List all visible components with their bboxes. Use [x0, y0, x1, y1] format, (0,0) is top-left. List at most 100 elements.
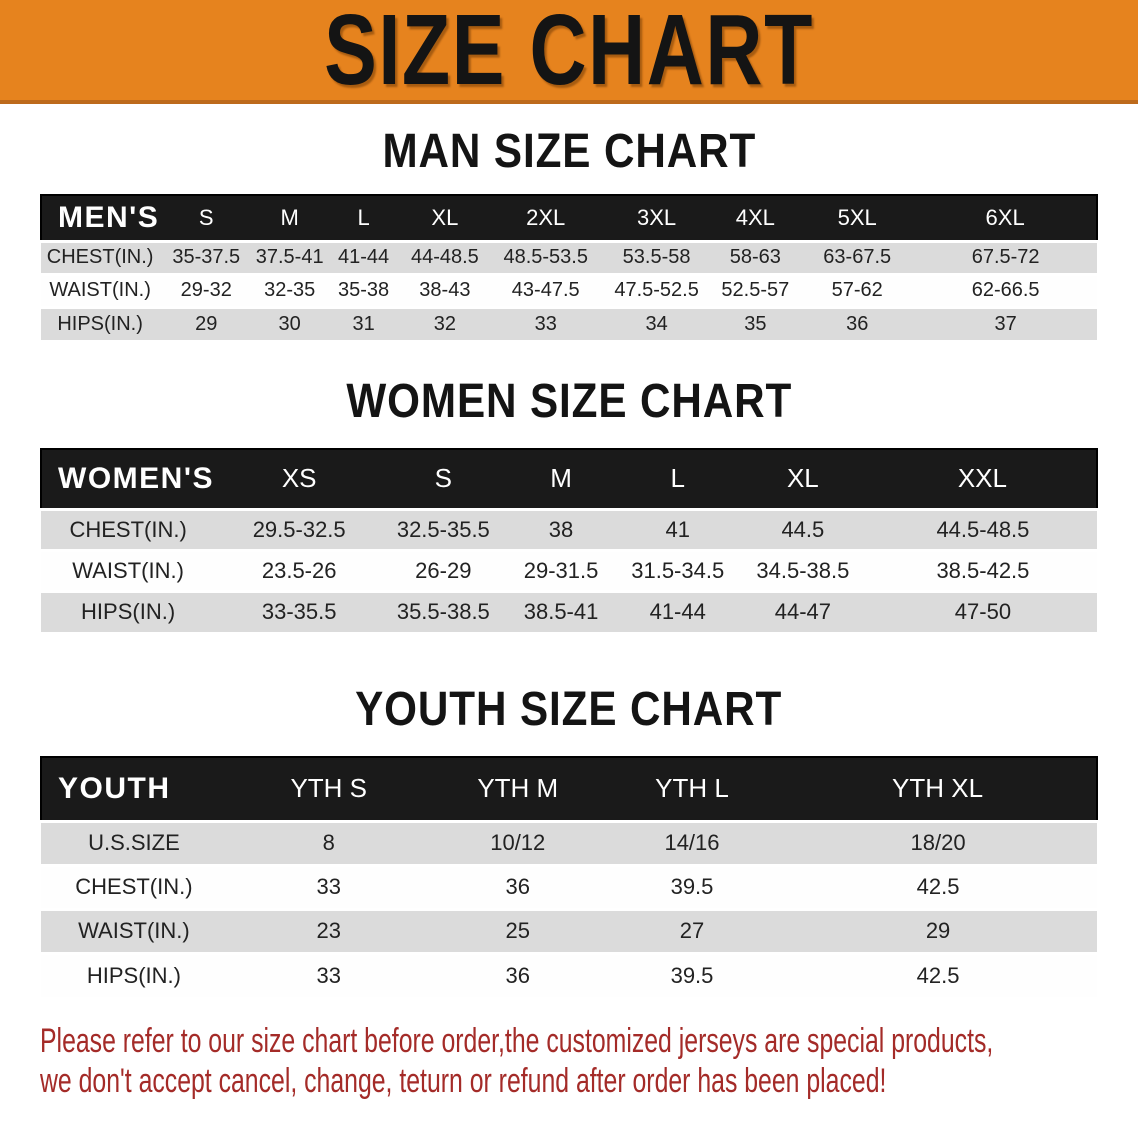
size-value-cell: 47-50 [954, 599, 1012, 625]
size-value-cell: 31.5-34.5 [631, 557, 725, 583]
size-value-cell: 35-38 [338, 279, 390, 301]
size-value-cell: 42.5 [916, 962, 960, 988]
table-header-row: MEN'S S M L XL 2XL 3XL 4XL 5XL 6XL [39, 194, 1098, 242]
size-value-cell: 35 [744, 312, 767, 335]
size-value-cell: 36 [846, 312, 869, 335]
size-value-cell: 18/20 [910, 830, 966, 855]
table-row: HIPS(IN.) 29 30 31 32 33 34 35 36 37 [41, 307, 1097, 340]
women-size-table: WOMEN'S XS S M L XL XXL CHEST(IN.) 29.5-32.5 32.… [39, 448, 1099, 632]
men-size-table: MEN'S S M L XL 2XL 3XL 4XL 5XL 6XL CHEST(IN.) 35-3… [39, 194, 1098, 340]
row-label: CHEST(IN.) [69, 516, 187, 542]
youth-size-section: YOUTH SIZE CHART YOUTH YTH S YTH M YTH L YTH… [0, 684, 1138, 997]
size-header-cell: 6XL [914, 194, 1098, 242]
size-value-cell: 30 [278, 312, 301, 335]
size-value-cell: 44.5 [781, 516, 825, 542]
size-value-cell: 23 [316, 918, 341, 943]
row-label: HIPS(IN.) [57, 312, 143, 335]
table-title-cell: YOUTH [40, 756, 227, 822]
size-value-cell: 32.5-35.5 [396, 516, 490, 542]
size-value-cell: 32-35 [264, 279, 316, 301]
size-header-cell: 5XL [800, 194, 915, 242]
size-header-cell: XL [736, 448, 869, 510]
size-value-cell: 26-29 [415, 557, 472, 583]
size-header-cell: YTH XL [779, 756, 1098, 822]
size-value-cell: 41 [665, 516, 690, 542]
size-header-cell: 4XL [710, 194, 801, 242]
table-row: WAIST(IN.) 23 25 27 29 [41, 909, 1097, 953]
size-value-cell: 33 [534, 312, 557, 335]
size-header-cell: YTH S [226, 756, 431, 822]
youth-section-heading-text: YOUTH SIZE CHART [355, 683, 783, 736]
size-header-cell: S [383, 448, 504, 510]
size-value-cell: 41-44 [338, 246, 390, 268]
size-value-cell: 37 [994, 312, 1017, 335]
size-value-cell: 10/12 [490, 830, 546, 855]
table-row: HIPS(IN.) 33 36 39.5 42.5 [41, 953, 1097, 997]
size-value-cell: 42.5 [916, 874, 960, 899]
size-value-cell: 38.5-42.5 [936, 557, 1030, 583]
table-row: CHEST(IN.) 35-37.5 37.5-41 41-44 44-48.5 48.5… [41, 241, 1097, 274]
note-line-2: we don't accept cancel, change, teturn o… [40, 1062, 887, 1100]
size-value-cell: 31 [352, 312, 375, 335]
size-value-cell: 25 [505, 918, 530, 943]
size-value-cell: 52.5-57 [721, 279, 790, 301]
women-section-heading: WOMEN SIZE CHART [0, 376, 1138, 428]
size-value-cell: 44.5-48.5 [936, 516, 1030, 542]
size-value-cell: 34 [645, 312, 668, 335]
row-label: CHEST(IN.) [46, 246, 154, 268]
size-value-cell: 41-44 [649, 599, 706, 625]
size-value-cell: 38 [548, 516, 574, 542]
size-value-cell: 35.5-38.5 [396, 599, 490, 625]
size-header-cell: 3XL [602, 194, 711, 242]
men-size-section: MAN SIZE CHART MEN'S S M L XL 2XL 3XL 4XL 5XL 6XL… [0, 126, 1138, 340]
size-value-cell: 58-63 [729, 246, 781, 268]
size-value-cell: 43-47.5 [511, 279, 580, 301]
table-title-cell: MEN'S [39, 194, 160, 242]
size-header-cell: 2XL [488, 194, 603, 242]
size-value-cell: 32 [433, 312, 456, 335]
size-value-cell: 57-62 [831, 279, 883, 301]
row-label: WAIST(IN.) [72, 557, 184, 583]
size-value-cell: 48.5-53.5 [503, 246, 588, 268]
size-value-cell: 44-48.5 [410, 246, 479, 268]
size-value-cell: 63-67.5 [823, 246, 892, 268]
size-value-cell: 29 [925, 918, 951, 943]
youth-size-table: YOUTH YTH S YTH M YTH L YTH XL U.S.SIZE 8 10/1… [40, 756, 1098, 997]
table-header-row: YOUTH YTH S YTH M YTH L YTH XL [40, 756, 1098, 822]
size-value-cell: 44-47 [774, 599, 831, 625]
row-label: WAIST(IN.) [49, 279, 151, 301]
size-value-cell: 37.5-41 [255, 246, 324, 268]
size-value-cell: 27 [679, 918, 705, 943]
size-value-cell: 14/16 [664, 830, 720, 855]
size-value-cell: 8 [322, 830, 335, 855]
size-value-cell: 39.5 [670, 874, 714, 899]
row-label: WAIST(IN.) [78, 918, 190, 943]
banner-title: SIZE CHART [324, 0, 814, 106]
size-header-cell: XS [215, 448, 384, 510]
size-header-cell: M [503, 448, 619, 510]
table-row: HIPS(IN.) 33-35.5 35.5-38.5 38.5-41 41-44 44-… [41, 591, 1097, 632]
size-value-cell: 35-37.5 [172, 246, 241, 268]
size-chart-banner: SIZE CHART [0, 0, 1138, 104]
size-value-cell: 36 [505, 874, 530, 899]
size-value-cell: 67.5-72 [971, 246, 1040, 268]
order-note: Please refer to our size chart before or… [40, 1021, 1138, 1101]
men-section-heading: MAN SIZE CHART [0, 126, 1138, 178]
size-header-cell: YTH L [604, 756, 780, 822]
table-header-row: WOMEN'S XS S M L XL XXL [39, 448, 1099, 510]
table-row: U.S.SIZE 8 10/12 14/16 18/20 [41, 821, 1097, 865]
size-header-cell: S [159, 194, 254, 242]
size-value-cell: 62-66.5 [971, 279, 1040, 301]
size-value-cell: 38.5-41 [523, 599, 599, 625]
size-header-cell: XL [401, 194, 489, 242]
size-value-cell: 33 [316, 874, 341, 899]
note-line-1: Please refer to our size chart before or… [40, 1022, 994, 1060]
size-value-cell: 34.5-38.5 [756, 557, 850, 583]
size-header-cell: L [326, 194, 402, 242]
table-row: WAIST(IN.) 23.5-26 26-29 29-31.5 31.5-34.5 34… [41, 550, 1097, 591]
row-label: HIPS(IN.) [81, 599, 176, 625]
size-value-cell: 23.5-26 [261, 557, 337, 583]
row-label: U.S.SIZE [88, 830, 180, 855]
table-title-cell: WOMEN'S [39, 448, 216, 510]
youth-section-heading: YOUTH SIZE CHART [0, 684, 1138, 736]
